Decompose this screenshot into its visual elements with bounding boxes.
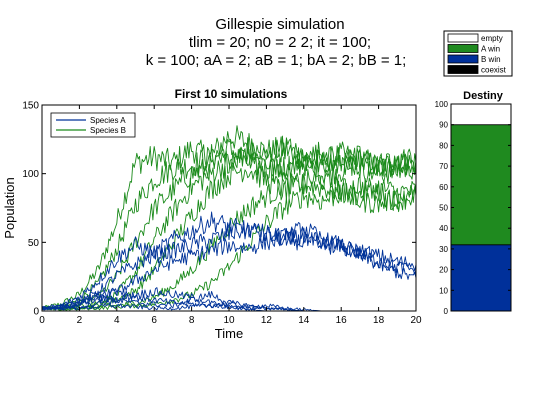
y-tick-label: 100	[22, 169, 39, 180]
figure-title-line-3: k = 100; aA = 2; aB = 1; bA = 2; bB = 1;	[146, 52, 407, 69]
x-tick-label: 18	[373, 315, 385, 326]
x-tick-label: 10	[223, 315, 235, 326]
destiny-y-tick-label: 90	[439, 121, 448, 130]
destiny-y-tick-label: 0	[444, 307, 449, 316]
line-run	[41, 219, 417, 311]
x-tick-label: 14	[298, 315, 310, 326]
legend-label-species-b: Species B	[90, 126, 126, 135]
line-run	[41, 222, 417, 311]
figure-title-line-2: tlim = 20; n0 = 2 2; it = 100;	[189, 34, 371, 51]
destiny-y-tick-label: 50	[439, 204, 448, 213]
destiny-legend-label-b-win: B win	[481, 55, 501, 64]
destiny-segment-empty	[450, 103, 512, 126]
line-chart: First 10 simulations 0 2 4 6 8 10 12 14 16 18 20 0…	[2, 87, 422, 341]
x-tick-label: 2	[77, 315, 83, 326]
destiny-y-tick-label: 60	[439, 183, 448, 192]
y-axis-label: Population	[2, 177, 17, 238]
destiny-y-tick-label: 10	[439, 286, 448, 295]
legend-label-species-a: Species A	[90, 116, 126, 125]
destiny-segment-a-win	[450, 124, 512, 246]
y-tick-label: 150	[22, 101, 39, 112]
destiny-y-tick-label: 80	[439, 141, 448, 150]
x-tick-label: 4	[114, 315, 120, 326]
line-run	[41, 146, 417, 310]
x-tick-label: 16	[336, 315, 348, 326]
line-run	[41, 161, 417, 311]
line-chart-title: First 10 simulations	[175, 87, 288, 101]
destiny-chart-title: Destiny	[463, 90, 504, 102]
destiny-legend-swatch-b-win	[447, 54, 479, 64]
x-tick-label: 8	[189, 315, 195, 326]
figure-title-line-1: Gillespie simulation	[215, 16, 344, 33]
destiny-y-tick-label: 20	[439, 266, 448, 275]
x-tick-label: 6	[151, 315, 157, 326]
x-tick-label: 20	[410, 315, 422, 326]
y-tick-label: 0	[33, 307, 39, 318]
destiny-legend-label-empty: empty	[481, 34, 503, 43]
destiny-y-tick-label: 40	[439, 224, 448, 233]
destiny-chart: Destiny 0 10 20 30 40 50 60 70 80 90 100	[435, 90, 512, 316]
x-axis-label: Time	[215, 326, 243, 341]
x-tick-label: 0	[39, 315, 45, 326]
line-legend-box	[50, 112, 136, 138]
line-run	[41, 182, 417, 312]
figure-title: Gillespie simulation tlim = 20; n0 = 2 2…	[146, 16, 407, 69]
x-tick-label: 12	[261, 315, 273, 326]
destiny-legend-swatch-empty	[447, 33, 479, 43]
destiny-y-tick-label: 70	[439, 162, 448, 171]
destiny-segment-b-win	[450, 244, 512, 312]
line-run	[41, 211, 417, 311]
destiny-legend-swatch-coexist	[447, 65, 479, 74]
y-tick-label: 50	[28, 238, 40, 249]
destiny-legend-swatch-a-win	[447, 44, 479, 53]
destiny-legend-label-coexist: coexist	[481, 66, 507, 75]
destiny-y-tick-label: 30	[439, 245, 448, 254]
line-run	[41, 138, 417, 310]
destiny-y-tick-label: 100	[435, 100, 449, 109]
destiny-legend-label-a-win: A win	[481, 45, 500, 54]
